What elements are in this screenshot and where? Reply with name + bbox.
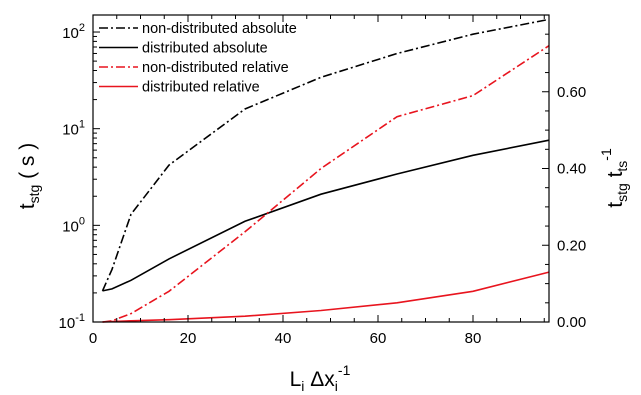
left-y-tick-label: 102	[62, 22, 85, 42]
legend-label-2: distributed absolute	[142, 41, 268, 57]
left-y-tick-label: 100	[62, 215, 85, 235]
left-y-axis-title: tstg ( s )	[16, 143, 42, 210]
left-y-tick-label: 101	[62, 119, 85, 139]
right-y-tick-label: 0.40	[557, 161, 586, 178]
series-layer	[101, 18, 550, 323]
x-tick-label: 60	[370, 330, 387, 347]
legend: non-distributed absolute distributed abso…	[99, 21, 297, 96]
right-y-axis-title: tstg tts-1	[598, 148, 630, 208]
right-y-tick-label: 0.20	[557, 237, 586, 254]
right-y-tick-label: 0.60	[557, 84, 586, 101]
series-line-4	[102, 271, 550, 323]
left-y-tick-label: 10-1	[59, 312, 85, 332]
x-tick-label: 40	[275, 330, 292, 347]
series-line-3	[102, 45, 550, 323]
ticks-layer: 0 20 40 60 80 10-1 100 101 102 0.00 0.20 0.40 0.60	[59, 14, 586, 347]
x-axis-title: Li Δxi-1	[290, 362, 351, 394]
series-line-1	[101, 18, 550, 292]
right-y-tick-label: 0.00	[557, 314, 586, 331]
x-tick-label: 80	[465, 330, 482, 347]
x-tick-label: 0	[89, 330, 97, 347]
x-tick-label: 20	[180, 330, 197, 347]
series-line-2	[102, 139, 550, 292]
legend-label-4: distributed relative	[142, 80, 260, 96]
legend-label-3: non-distributed relative	[142, 60, 289, 76]
legend-label-1: non-distributed absolute	[142, 21, 297, 37]
